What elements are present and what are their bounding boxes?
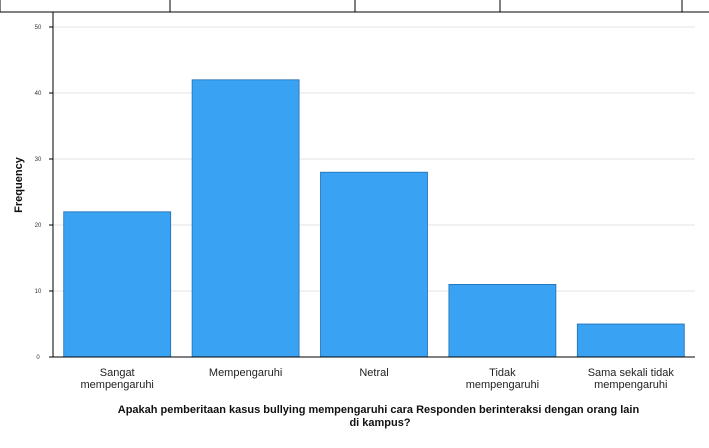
y-tick-label: 40 xyxy=(35,91,42,97)
y-tick-label: 30 xyxy=(35,157,42,163)
x-tick-label-line: Sangat xyxy=(100,367,135,379)
y-tick-label: 20 xyxy=(35,223,42,229)
x-tick-label: Sama sekali tidak mempengaruhi xyxy=(588,367,675,391)
top-table-fragment xyxy=(0,0,709,13)
x-tick-label: Sangat mempengaruhi xyxy=(81,367,154,391)
bar xyxy=(320,171,428,358)
x-tick-label: Netral xyxy=(359,367,388,379)
y-tick-label: 10 xyxy=(35,289,42,295)
x-tick-label-line: mempengaruhi xyxy=(594,379,667,391)
x-tick-label: Mempengaruhi xyxy=(209,367,282,379)
bar xyxy=(63,211,172,358)
x-tick-label-line: mempengaruhi xyxy=(81,379,154,391)
x-tick-label-line: Netral xyxy=(359,367,388,379)
x-tick-label-line: mempengaruhi xyxy=(466,379,539,391)
y-tick-label: 0 xyxy=(36,355,40,361)
bars xyxy=(63,79,685,358)
bar xyxy=(576,323,685,358)
bar xyxy=(448,283,557,358)
x-tick-label-line: Tidak xyxy=(489,367,516,379)
x-axis-label: Apakah pemberitaan kasus bullying mempen… xyxy=(118,404,642,429)
x-tick-label: Tidak mempengaruhi xyxy=(466,367,539,391)
x-axis-label-line-2: di kampus? xyxy=(349,417,410,429)
x-tick-label-line: Sama sekali tidak xyxy=(588,367,675,379)
y-tick-label: 50 xyxy=(35,25,42,31)
y-axis-ticks: 0 10 20 30 40 50 xyxy=(35,25,53,361)
x-tick-label-line: Mempengaruhi xyxy=(209,367,282,379)
x-axis-label-line-1: Apakah pemberitaan kasus bullying mempen… xyxy=(118,404,640,416)
y-axis-label: Frequency xyxy=(13,156,25,213)
bar xyxy=(191,79,300,358)
